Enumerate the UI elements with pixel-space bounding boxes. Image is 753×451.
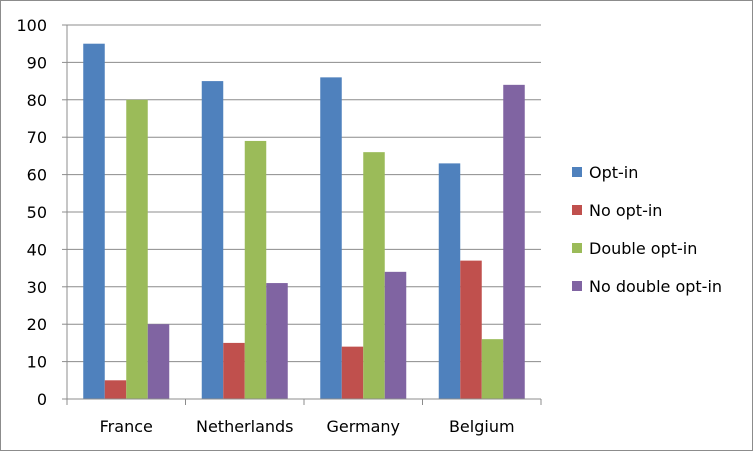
y-tick-label: 50 xyxy=(27,203,47,222)
y-tick-label: 40 xyxy=(27,240,47,259)
bar xyxy=(384,271,407,399)
axes xyxy=(66,25,542,405)
y-tick-label: 80 xyxy=(27,91,47,110)
legend-swatch xyxy=(572,205,582,215)
legend-label: Double opt-in xyxy=(589,239,697,258)
bar xyxy=(503,84,525,399)
bar xyxy=(223,342,245,399)
legend-label: Opt-in xyxy=(589,163,638,182)
bar xyxy=(481,339,504,399)
y-axis-ticks: 0 10 20 30 40 50 60 70 80 90 100 xyxy=(16,16,47,409)
legend-label: No opt-in xyxy=(589,201,662,220)
y-tick-label: 90 xyxy=(27,53,47,72)
x-axis-ticks: France Netherlands Germany Belgium xyxy=(100,417,515,436)
bar xyxy=(147,324,170,399)
legend-swatch xyxy=(572,243,582,253)
y-tick-label: 0 xyxy=(37,390,47,409)
legend-label: No double opt-in xyxy=(589,277,722,296)
legend-swatch xyxy=(572,281,582,291)
bar xyxy=(201,81,224,399)
x-tick-label: Netherlands xyxy=(196,417,294,436)
bar xyxy=(266,283,288,399)
x-tick-label: France xyxy=(100,417,153,436)
bar xyxy=(363,152,385,399)
legend: Opt-in No opt-in Double opt-in No double op… xyxy=(572,163,722,296)
bars xyxy=(83,43,525,400)
x-tick-label: Germany xyxy=(326,417,400,436)
legend-swatch xyxy=(572,167,582,177)
y-tick-label: 30 xyxy=(27,278,47,297)
bar xyxy=(460,260,482,399)
bar xyxy=(341,346,364,399)
bar xyxy=(83,43,105,399)
bar xyxy=(104,380,127,399)
bar xyxy=(126,99,148,400)
bar xyxy=(244,140,267,399)
y-tick-label: 100 xyxy=(16,16,47,35)
y-tick-label: 60 xyxy=(27,166,47,185)
y-tick-label: 20 xyxy=(27,315,47,334)
y-tick-label: 10 xyxy=(27,353,47,372)
y-tick-label: 70 xyxy=(27,128,47,147)
bar xyxy=(438,163,461,399)
x-tick-label: Belgium xyxy=(449,417,515,436)
bar xyxy=(320,77,342,400)
